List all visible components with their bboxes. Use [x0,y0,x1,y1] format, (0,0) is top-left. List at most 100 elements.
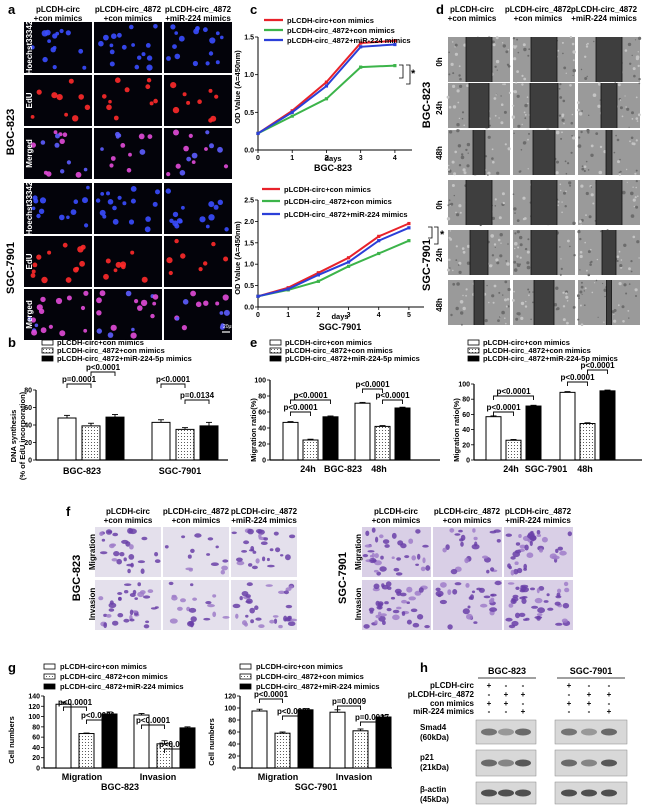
f-image-tile [163,527,229,577]
panel-h-letter: h [420,660,428,675]
bar-chart-b: 0 20 40 60 80 p=0.0001 p<0.0001 p<0.0001 p=0.013… [24,363,228,476]
bar [175,428,195,461]
panel-d-headers: pLCDH-circ +con mimics pLCDH-circ_4872 +… [448,5,638,23]
h-band [601,789,617,797]
e-left-sig-4-pvalue: p<0.0001 [375,391,410,400]
bar [354,402,371,461]
c-ytick-label: 1.0 [244,262,254,269]
e-left-ylabel: Migration ratio(%) [249,398,258,462]
y-tick-label: 0 [466,458,470,465]
c-series-point [377,234,381,238]
h-band [581,728,597,736]
g-right-legend-3: pLCDH-circ_4872+miR-224 mimics [256,682,380,691]
d-image-tile [447,129,511,176]
bar [81,425,101,461]
g-left-category: Migration [62,772,103,782]
y-tick-label: 80 [228,718,236,725]
bar-chart-e-left: 0 20 40 60 80 100 p<0.0001 p<0.0001 p<0.0001 p<0.… [254,378,440,474]
c-top-legend-3: pLCDH-circ_4872+miR-224 mimics [287,36,411,45]
g-right-ylabel: Cell numbers [207,718,216,766]
c-top-legend-1: pLCDH-circ+con mimics [287,16,374,25]
bar [599,390,616,461]
e-right-ylabel: Migration ratio(%) [452,398,461,462]
c-series-point [393,39,397,43]
h-sign-bgc: + [521,707,526,716]
bar [352,730,369,769]
g-left-sig-1-pvalue: p<0.0001 [58,698,93,707]
c-ytick-label: 2.0 [244,219,254,226]
c-xtick-label: 0 [256,155,260,162]
y-tick-label: 100 [28,714,40,721]
f-l-row-migration: Migration [88,534,97,570]
f-image-tile [504,527,573,577]
a-image-tile [24,183,92,234]
a-cellline-sgc: SGC-7901 [5,242,17,294]
h-band [498,759,514,767]
y-tick-label: 40 [24,423,32,430]
f-r-col1-line1: pLCDH-circ [374,507,419,516]
y-tick-label: 80 [32,724,40,731]
d-image-tile [577,82,641,128]
a-image-tile [164,289,232,340]
y-tick-label: 60 [462,412,470,419]
e-right-sig-3-pvalue: p<0.0001 [560,373,595,382]
a-image-tile [94,75,162,126]
g-right-sig-4-pvalue: p=0.0017 [355,713,390,722]
h-band [498,789,514,797]
c-series-point [359,65,363,69]
g-left-ylabel: Cell numbers [7,716,16,764]
h-band [601,728,617,736]
b-sig-3-bracket [160,383,186,388]
c-series-point [290,114,294,118]
c-legend-top: pLCDH-circ+con mimics pLCDH-circ_4872+co… [264,16,411,45]
d-image-tile [513,230,576,276]
a-image-tile [94,22,162,73]
g-right-sig-3-bracket [337,705,361,710]
panel-b-letter: b [8,335,16,350]
c-xtick-label: 1 [286,312,290,319]
d-col2-line1: pLCDH-circ_4872 [505,5,572,14]
e-right-legend-3: pLCDH-circ_4872+miR-224-5p mimics [483,354,618,363]
a-image-tile [94,128,162,179]
d-image-tile [513,128,576,175]
c-xtick-label: 3 [347,312,351,319]
h-band [481,759,497,767]
panel-f-headers-right: pLCDH-circ +con mimics pLCDH-circ_4872 +… [372,507,572,525]
h-sign-sgc: - [608,699,611,708]
bar [579,423,596,461]
y-tick-label: 20 [228,754,236,761]
b-sig-4-bracket [184,399,210,404]
h-band-size: (21kDa) [420,763,449,772]
d-image-tile [446,180,510,227]
b-category-label: SGC-7901 [159,466,202,476]
c-ytick-label: 0.0 [244,148,254,155]
panel-a-images: Hoechst33342 EdU Merged Hoechst33342 EdU Merg… [24,20,232,340]
h-sign-sgc: + [587,690,592,699]
b-category-label: BGC-823 [63,466,101,476]
h-band [561,728,577,736]
c-series-point [407,226,411,230]
c-xtick-label: 3 [359,155,363,162]
e-right-sig-3-bracket [567,381,588,386]
h-sign-sgc: - [588,681,591,690]
h-sign-bgc: - [505,707,508,716]
h-sign-sgc: - [568,690,571,699]
a-image-tile [164,236,232,287]
y-tick-label: 60 [258,410,266,417]
a-image-tile [24,289,92,340]
f-image-tile [362,527,431,577]
c-series-point [377,239,381,243]
d-image-tile [448,35,511,82]
e-right-sig-1-bracket [493,411,514,416]
a-scalebar-label: 20μm [223,324,236,330]
bar [302,439,319,461]
h-treatment-label: pLCDH-circ [430,681,475,690]
h-sign-sgc: - [568,707,571,716]
h-band-name: p21 [420,753,434,762]
c-xtick-label: 4 [393,155,397,162]
c-series-point [324,80,329,84]
c-series-point [290,110,294,114]
f-r-row-migration: Migration [354,534,363,570]
y-tick-label: 100 [458,382,470,389]
a-col3-line2: +miR-224 mimics [165,14,231,23]
